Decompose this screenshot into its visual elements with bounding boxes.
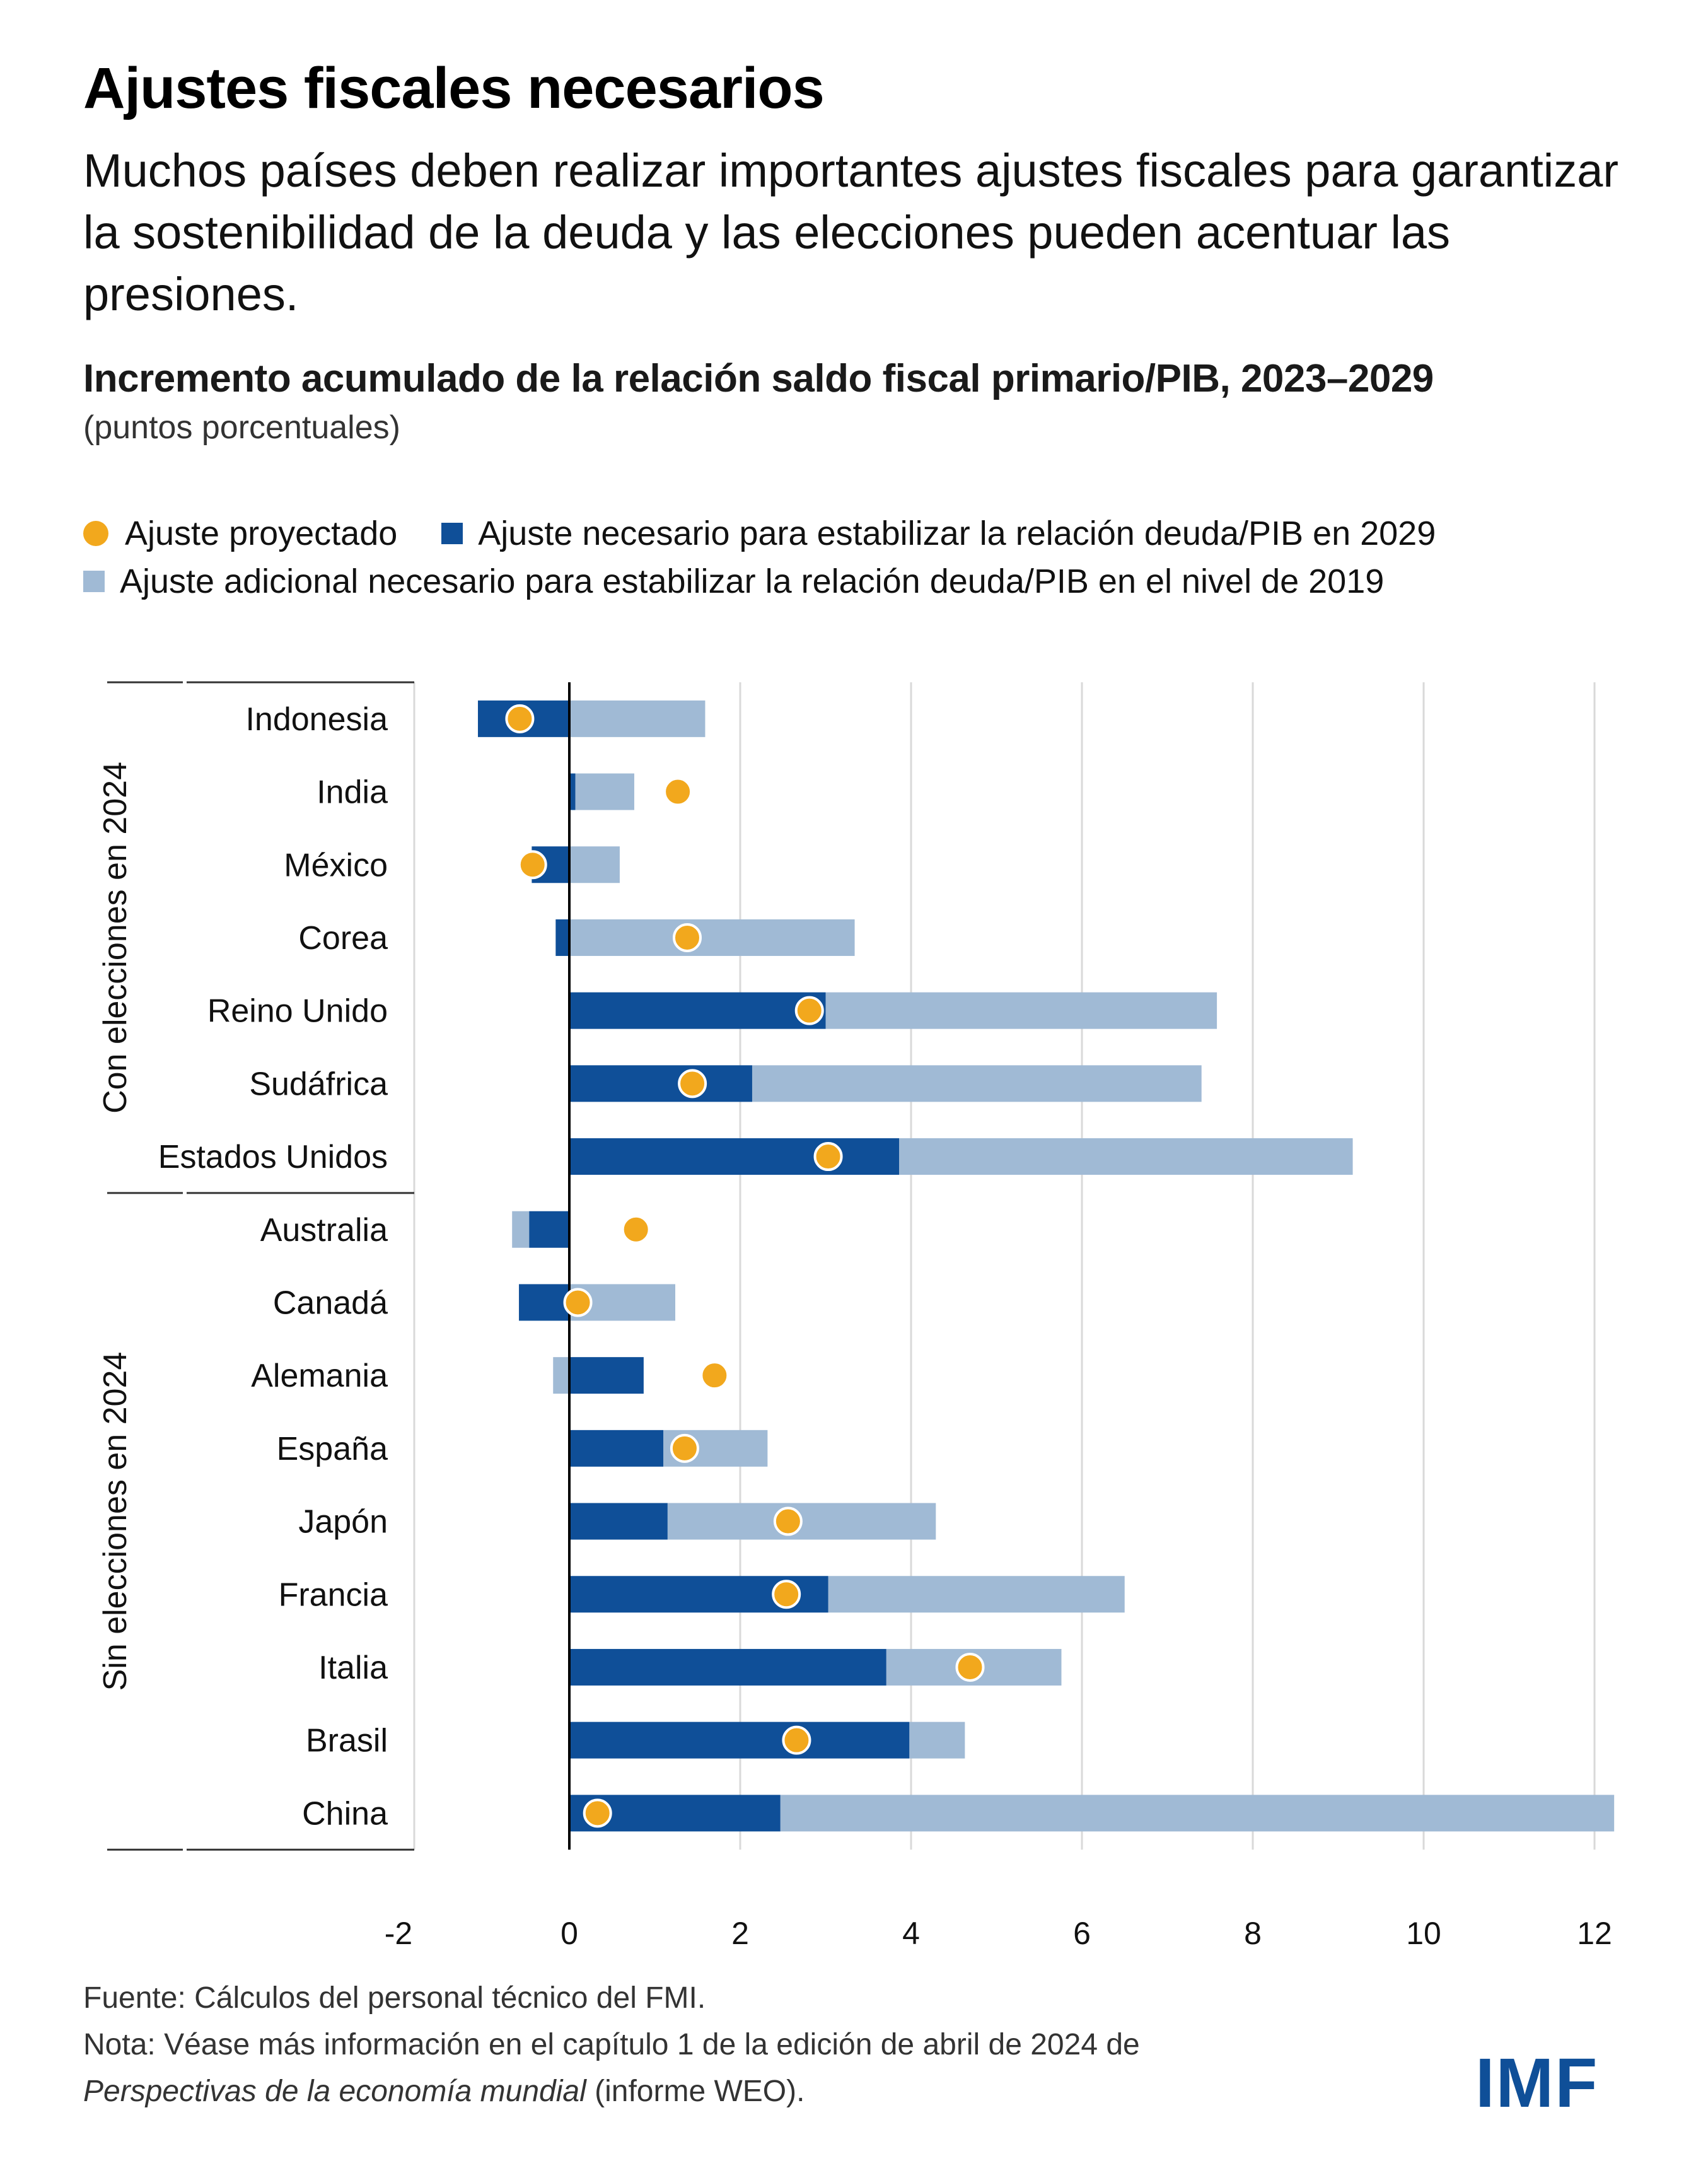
bar-needed-2029 <box>569 1648 886 1686</box>
x-tick-label: 0 <box>561 1916 578 1951</box>
bar-needed-2029 <box>519 1284 569 1321</box>
category-label: Estados Unidos <box>158 1139 388 1175</box>
dot-projected <box>700 1361 729 1390</box>
category-label: Canadá <box>273 1285 388 1321</box>
x-tick-label: 10 <box>1406 1916 1441 1951</box>
page-title: Ajustes fiscales necesarios <box>83 56 825 120</box>
category-label: Sudáfrica <box>249 1066 388 1102</box>
category-label: Reino Unido <box>207 993 388 1030</box>
category-label: México <box>284 847 388 883</box>
x-tick-label: 4 <box>902 1916 920 1951</box>
x-tick-label: -2 <box>385 1916 412 1951</box>
dot-projected <box>621 1215 651 1244</box>
legend-label: Ajuste proyectado <box>125 515 398 552</box>
group-label: Sin elecciones en 2024 <box>97 1352 134 1691</box>
legend: Ajuste proyectado Ajuste necesario para … <box>83 510 1480 605</box>
legend-item-projected: Ajuste proyectado <box>83 514 397 553</box>
dot-projected <box>773 1506 803 1536</box>
bar-needed-2029 <box>569 992 826 1029</box>
category-label: Indonesia <box>245 701 388 738</box>
publication-title: Perspectivas de la economía mundial <box>83 2075 586 2108</box>
category-label: Corea <box>298 920 388 957</box>
bar-needed-2029 <box>569 1722 910 1759</box>
dot-projected <box>794 996 824 1025</box>
bar-additional-2019 <box>909 1722 965 1759</box>
bar-additional-2019 <box>569 846 620 883</box>
dot-projected <box>563 1288 593 1317</box>
dot-projected <box>955 1652 985 1682</box>
category-label: Australia <box>260 1212 388 1249</box>
legend-label: Ajuste necesario para estabilizar la rel… <box>478 515 1436 552</box>
x-tick-label: 12 <box>1577 1916 1612 1951</box>
dot-projected <box>813 1142 843 1172</box>
category-label: Alemania <box>251 1358 388 1394</box>
category-label: China <box>302 1795 388 1832</box>
page-subtitle: Muchos países deben realizar importantes… <box>83 144 1619 320</box>
bar-additional-2019 <box>828 1576 1125 1613</box>
dot-projected <box>678 1069 707 1098</box>
bar-needed-2029 <box>569 1138 900 1175</box>
category-label: Japón <box>298 1504 388 1541</box>
bar-needed-2029 <box>569 1430 664 1467</box>
legend-square-icon <box>83 571 105 592</box>
x-tick-label: 2 <box>731 1916 749 1951</box>
legend-square-icon <box>441 523 463 544</box>
bar-needed-2029 <box>569 1503 668 1540</box>
chart-title: Incremento acumulado de la relación sald… <box>83 357 1434 400</box>
category-label: India <box>317 774 388 811</box>
dot-projected <box>518 850 547 880</box>
dot-projected <box>670 1433 699 1463</box>
note-line: Nota: Véase más información en el capítu… <box>83 2022 1140 2115</box>
category-label: Italia <box>318 1650 388 1686</box>
bar-additional-2019 <box>569 919 855 956</box>
imf-logo: IMF <box>1475 2044 1599 2122</box>
legend-row: Ajuste adicional necesario para estabili… <box>83 557 1480 605</box>
legend-item-needed-2029: Ajuste necesario para estabilizar la rel… <box>441 514 1436 553</box>
x-tick-label: 8 <box>1244 1916 1262 1951</box>
bar-additional-2019 <box>569 700 706 737</box>
dot-projected <box>782 1725 811 1755</box>
bar-additional-2019 <box>752 1065 1202 1102</box>
bar-needed-2029 <box>569 1357 644 1394</box>
bar-additional-2019 <box>512 1211 530 1248</box>
category-label: Brasil <box>306 1723 388 1759</box>
source-note: Fuente: Cálculos del personal técnico de… <box>83 1981 706 2015</box>
dot-projected <box>663 777 693 807</box>
category-label: Francia <box>279 1576 388 1613</box>
bar-additional-2019 <box>575 773 634 810</box>
category-label: España <box>277 1431 388 1467</box>
bar-needed-2029 <box>569 773 576 810</box>
dot-projected <box>672 923 702 952</box>
bar-needed-2029 <box>529 1211 569 1248</box>
bar-additional-2019 <box>899 1138 1353 1175</box>
legend-item-additional-2019: Ajuste adicional necesario para estabili… <box>83 562 1384 601</box>
group-label: Con elecciones en 2024 <box>97 762 134 1114</box>
note-text: Nota: Véase más información en el capítu… <box>83 2028 1140 2061</box>
dot-projected <box>772 1580 801 1609</box>
bar-needed-2029 <box>555 919 569 956</box>
footer: Fuente: Cálculos del personal técnico de… <box>83 1975 1140 2115</box>
bar-additional-2019 <box>825 992 1217 1029</box>
bar-needed-2029 <box>569 1065 752 1102</box>
legend-label: Ajuste adicional necesario para estabili… <box>120 562 1385 600</box>
note-suffix: (informe WEO). <box>586 2075 805 2108</box>
x-tick-label: 6 <box>1073 1916 1091 1951</box>
legend-dot-icon <box>83 521 108 546</box>
legend-row: Ajuste proyectado Ajuste necesario para … <box>83 510 1480 557</box>
bar-additional-2019 <box>553 1357 569 1394</box>
bar-additional-2019 <box>780 1795 1615 1832</box>
dot-projected <box>583 1798 612 1828</box>
chart-units: (puntos porcentuales) <box>83 409 400 446</box>
dot-projected <box>505 704 535 733</box>
